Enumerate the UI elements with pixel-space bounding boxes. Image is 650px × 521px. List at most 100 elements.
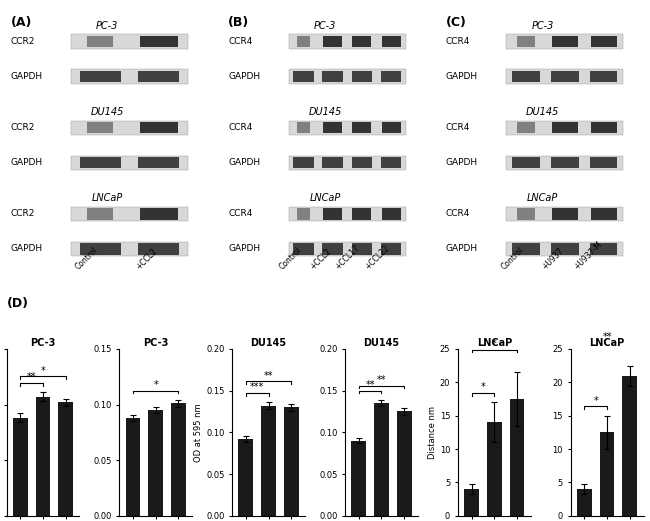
Bar: [297, 36, 310, 47]
Bar: [138, 243, 179, 255]
Bar: [138, 71, 179, 82]
Bar: [592, 122, 616, 133]
Text: Control: Control: [500, 246, 526, 272]
Bar: [13, 418, 27, 516]
Text: DU145: DU145: [526, 107, 560, 117]
Bar: [71, 156, 188, 170]
Text: CCR4: CCR4: [228, 37, 253, 46]
Title: DU145: DU145: [250, 338, 287, 348]
Bar: [80, 71, 121, 82]
Bar: [487, 423, 502, 516]
Bar: [80, 243, 121, 255]
Text: *: *: [40, 366, 46, 376]
Bar: [506, 156, 623, 170]
Bar: [87, 36, 113, 47]
Bar: [352, 157, 372, 168]
Text: LNCaP: LNCaP: [527, 193, 558, 203]
Bar: [36, 396, 50, 516]
Bar: [323, 208, 342, 220]
Text: Control: Control: [278, 246, 304, 272]
Text: *: *: [593, 395, 598, 406]
Bar: [322, 71, 343, 82]
Bar: [289, 242, 406, 256]
Text: **: **: [603, 332, 612, 342]
Bar: [323, 122, 342, 133]
Bar: [297, 122, 310, 133]
Text: CCR2: CCR2: [10, 37, 35, 46]
Bar: [352, 71, 372, 82]
Text: (A): (A): [10, 16, 32, 29]
Text: CCR4: CCR4: [446, 209, 471, 218]
Bar: [510, 399, 525, 516]
Text: GAPDH: GAPDH: [228, 158, 261, 167]
Bar: [125, 418, 140, 516]
Bar: [284, 407, 299, 516]
Bar: [323, 36, 342, 47]
Text: PC-3: PC-3: [314, 21, 336, 31]
Bar: [506, 121, 623, 135]
Bar: [352, 36, 371, 47]
Bar: [517, 36, 535, 47]
Bar: [396, 412, 411, 516]
Bar: [140, 122, 177, 133]
Bar: [138, 157, 179, 168]
Bar: [351, 441, 366, 516]
Bar: [293, 71, 313, 82]
Bar: [517, 122, 535, 133]
Text: GAPDH: GAPDH: [10, 72, 43, 81]
Bar: [352, 122, 371, 133]
Bar: [261, 406, 276, 516]
Title: PC-3: PC-3: [30, 338, 56, 348]
Bar: [171, 403, 186, 516]
Text: *: *: [480, 382, 486, 392]
Text: *: *: [153, 380, 158, 390]
Bar: [552, 36, 578, 47]
Text: GAPDH: GAPDH: [446, 244, 478, 253]
Bar: [517, 208, 535, 220]
Bar: [590, 157, 618, 168]
Bar: [552, 122, 578, 133]
Bar: [512, 71, 540, 82]
Text: **: **: [376, 375, 386, 384]
Text: CCR4: CCR4: [446, 123, 471, 132]
Bar: [140, 208, 177, 220]
Bar: [289, 34, 406, 48]
Text: PC-3: PC-3: [532, 21, 554, 31]
Bar: [289, 156, 406, 170]
Bar: [506, 69, 623, 83]
Text: +U937-M: +U937-M: [572, 240, 604, 272]
Text: DU145: DU145: [90, 107, 124, 117]
Bar: [80, 157, 121, 168]
Text: GAPDH: GAPDH: [446, 158, 478, 167]
Text: *: *: [492, 339, 497, 349]
Bar: [289, 69, 406, 83]
Bar: [506, 207, 623, 221]
Bar: [382, 208, 400, 220]
Bar: [512, 243, 540, 255]
Bar: [289, 121, 406, 135]
Title: LNCaP: LNCaP: [590, 338, 625, 348]
Bar: [352, 243, 372, 255]
Bar: [297, 208, 310, 220]
Text: DU145: DU145: [308, 107, 342, 117]
Text: CCR2: CCR2: [10, 123, 35, 132]
Bar: [322, 157, 343, 168]
Bar: [592, 208, 616, 220]
Bar: [148, 410, 163, 516]
Bar: [590, 71, 618, 82]
Bar: [382, 36, 400, 47]
Text: PC-3: PC-3: [96, 21, 118, 31]
Bar: [58, 402, 73, 516]
Text: LNCaP: LNCaP: [309, 193, 341, 203]
Bar: [239, 439, 254, 516]
Bar: [551, 243, 578, 255]
Bar: [87, 208, 113, 220]
Bar: [552, 208, 578, 220]
Bar: [381, 71, 401, 82]
Text: GAPDH: GAPDH: [228, 244, 261, 253]
Text: +U937: +U937: [540, 246, 565, 272]
Text: CCR4: CCR4: [228, 123, 253, 132]
Text: +CCL22: +CCL22: [363, 244, 391, 272]
Bar: [71, 242, 188, 256]
Bar: [352, 208, 371, 220]
